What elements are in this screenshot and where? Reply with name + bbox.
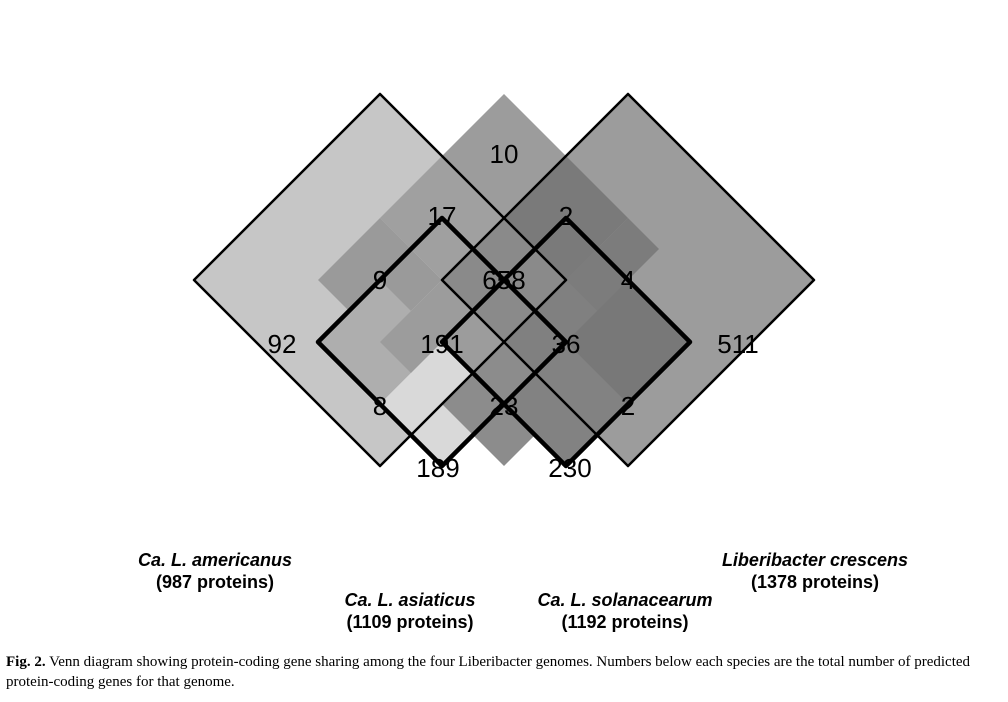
val-ABCD: 658 (482, 265, 525, 295)
caption-text: Venn diagram showing protein-coding gene… (6, 654, 970, 690)
label-asiaticus-name: Ca. L. asiaticus (344, 590, 475, 610)
val-BC: 23 (490, 391, 519, 421)
val-CD: 4 (621, 265, 635, 295)
label-crescens-count: (1378 proteins) (751, 572, 879, 592)
val-ABC: 191 (420, 329, 463, 359)
figure-caption: Fig. 2. Venn diagram showing protein-cod… (6, 653, 1002, 692)
val-C: 230 (548, 453, 591, 483)
label-crescens-name: Liberibacter crescens (722, 550, 908, 570)
label-americanus-count: (987 proteins) (156, 572, 274, 592)
label-americanus: Ca. L. americanus (987 proteins) (105, 550, 325, 593)
val-ABD: 17 (428, 201, 457, 231)
label-solanacearum-count: (1192 proteins) (561, 612, 688, 632)
figure-root: 10 17 2 9 658 4 92 191 36 511 8 23 2 189… (0, 0, 1008, 702)
val-AD: 9 (373, 265, 387, 295)
val-A: 92 (268, 329, 297, 359)
val-D: 511 (717, 329, 758, 359)
val-ACD: 2 (559, 201, 573, 231)
venn-svg: 10 17 2 9 658 4 92 191 36 511 8 23 2 189… (0, 0, 1008, 620)
label-crescens: Liberibacter crescens (1378 proteins) (690, 550, 940, 593)
label-asiaticus: Ca. L. asiaticus (1109 proteins) (305, 590, 515, 633)
val-CDlow: 2 (621, 391, 635, 421)
val-AB: 8 (373, 391, 387, 421)
caption-fignum: Fig. 2. (6, 654, 46, 670)
val-B: 189 (416, 453, 459, 483)
label-americanus-name: Ca. L. americanus (138, 550, 292, 570)
label-solanacearum: Ca. L. solanacearum (1192 proteins) (505, 590, 745, 633)
val-BCD: 36 (552, 329, 581, 359)
label-asiaticus-count: (1109 proteins) (346, 612, 473, 632)
label-solanacearum-name: Ca. L. solanacearum (537, 590, 712, 610)
val-D-top: 10 (490, 139, 519, 169)
